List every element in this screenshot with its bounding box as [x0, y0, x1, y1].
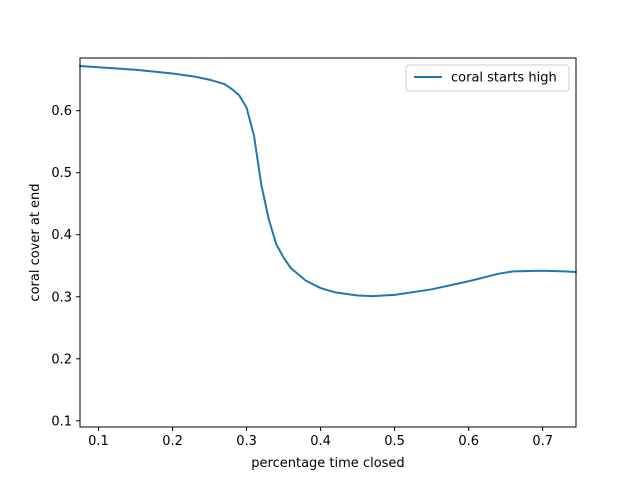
- y-tick-label: 0.5: [51, 166, 72, 181]
- y-axis-ticks: 0.1 0.2 0.3 0.4 0.5 0.6: [51, 104, 80, 429]
- plot-area: [79, 65, 577, 298]
- x-tick-label: 0.4: [310, 434, 331, 449]
- series-line-0: [79, 65, 577, 298]
- x-tick-label: 0.7: [532, 434, 553, 449]
- x-tick-label: 0.1: [88, 434, 109, 449]
- y-tick-label: 0.6: [51, 104, 72, 119]
- x-tick-label: 0.5: [384, 434, 405, 449]
- y-tick-label: 0.1: [51, 414, 72, 429]
- y-tick-label: 0.3: [51, 290, 72, 305]
- legend-box: [405, 64, 570, 92]
- x-tick-label: 0.2: [162, 434, 183, 449]
- axes-frame: [79, 57, 577, 428]
- y-axis-label: coral cover at end: [28, 183, 43, 301]
- y-tick-label: 0.4: [51, 228, 72, 243]
- x-tick-label: 0.6: [458, 434, 479, 449]
- legend-label: coral starts high: [451, 71, 557, 86]
- x-axis-ticks: 0.1 0.2 0.3 0.4 0.5 0.6 0.7: [88, 427, 553, 449]
- legend: coral starts high: [405, 64, 570, 92]
- y-tick-label: 0.2: [51, 352, 72, 367]
- x-tick-label: 0.3: [236, 434, 257, 449]
- x-axis-label: percentage time closed: [251, 456, 404, 471]
